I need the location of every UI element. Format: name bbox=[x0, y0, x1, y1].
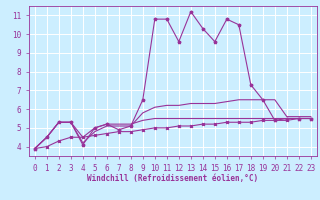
X-axis label: Windchill (Refroidissement éolien,°C): Windchill (Refroidissement éolien,°C) bbox=[87, 174, 258, 183]
